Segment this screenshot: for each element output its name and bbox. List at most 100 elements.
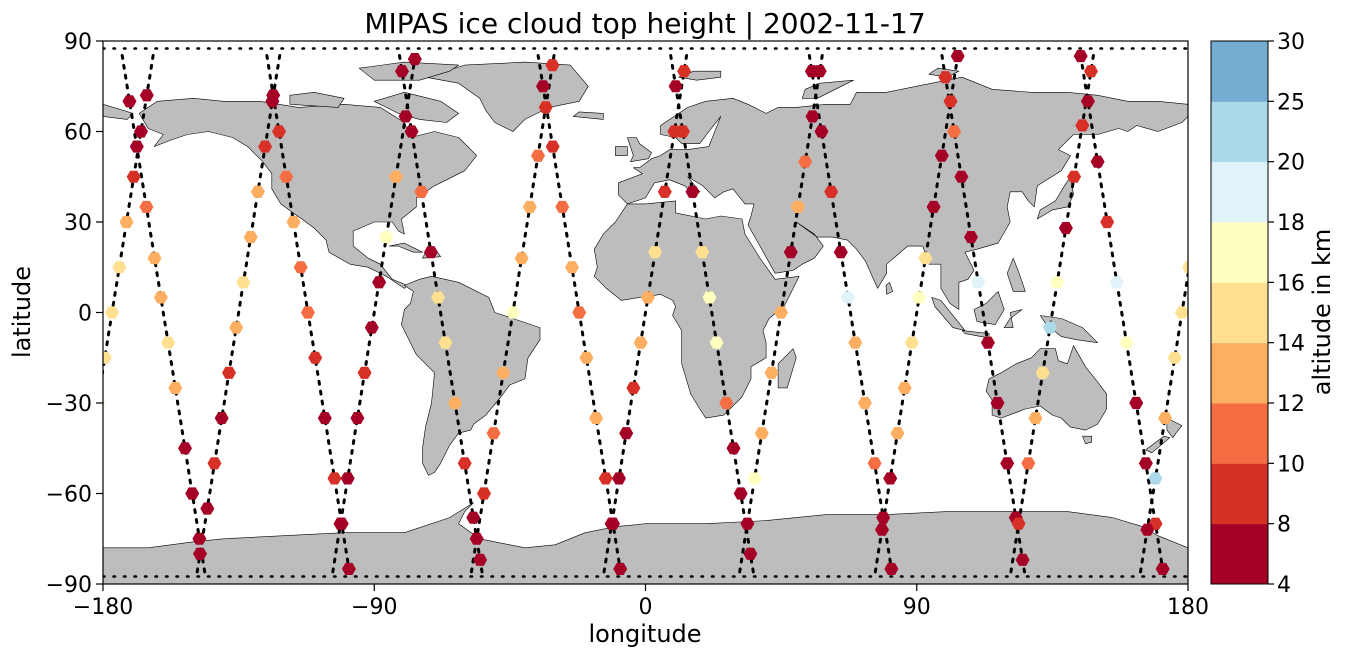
cloud-marker-13-9 <box>890 427 905 440</box>
orbit-track-5 <box>331 51 418 574</box>
orbit-track-2 <box>120 51 207 574</box>
colorbar-tick-label: 30 <box>1277 30 1305 55</box>
y-tick-label: −60 <box>46 483 92 508</box>
cloud-marker-12-3 <box>867 457 882 470</box>
cloud-marker-8-10 <box>536 80 550 93</box>
cloud-marker-15-3 <box>1067 170 1082 183</box>
cloud-marker-15-5 <box>1050 276 1065 289</box>
cloud-marker-5-4 <box>379 231 394 244</box>
cloud-marker-3-10 <box>200 502 215 515</box>
cloud-marker-6-4 <box>448 396 462 410</box>
cloud-marker-16-6 <box>1109 276 1124 289</box>
cloud-marker-9-4 <box>648 246 663 259</box>
cloud-marker-10-4 <box>719 396 734 410</box>
cloud-marker-14-8 <box>954 170 969 183</box>
cloud-marker-3-11 <box>193 547 207 560</box>
y-axis: −90 −60 −30 0 30 60 90 <box>46 30 103 598</box>
cloud-marker-3-9 <box>207 457 222 470</box>
landmass-great-britain <box>627 137 652 162</box>
cloud-marker-1-9 <box>83 442 97 454</box>
cloud-marker-12-10 <box>804 65 819 78</box>
cloud-marker-4-1 <box>341 562 356 575</box>
cloud-marker-8-4 <box>589 412 604 425</box>
cloud-marker-17-6 <box>1175 306 1188 319</box>
landmass-africa <box>593 200 800 419</box>
x-tick-label: 0 <box>639 595 653 620</box>
cloud-marker-8-9 <box>545 140 560 153</box>
orbit-track-12 <box>807 51 894 574</box>
colorbar-segment-8 <box>1211 101 1268 163</box>
plot-area <box>70 40 1203 585</box>
cloud-marker-5-8 <box>350 412 365 425</box>
cloud-marker-5-6 <box>364 321 379 334</box>
cloud-marker-9-7 <box>626 381 641 394</box>
colorbar-tick-label: 10 <box>1277 452 1305 477</box>
x-tick-label: −90 <box>351 595 397 620</box>
cloud-marker-10-10 <box>668 80 683 93</box>
cloud-marker-15-9 <box>1021 457 1036 470</box>
colorbar-tick-label: 16 <box>1277 271 1305 296</box>
x-tick-label: −180 <box>73 595 133 620</box>
cloud-marker-13-7 <box>904 336 919 349</box>
cloud-marker-4-3 <box>327 472 342 485</box>
cloud-marker-10-2 <box>733 487 748 500</box>
landmass-sri-lanka <box>885 281 893 295</box>
cloud-marker-13-10 <box>883 472 898 485</box>
cloud-marker-15-6 <box>1043 321 1057 334</box>
cloud-marker-2-4 <box>168 381 183 394</box>
cloud-marker-4-8 <box>286 215 301 229</box>
cloud-marker-11-4 <box>791 200 805 213</box>
colorbar-label: altitude in km <box>1308 229 1336 396</box>
cloud-marker-6-3 <box>457 457 472 470</box>
cloud-marker-16-5 <box>1119 336 1134 349</box>
chart-title: MIPAS ice cloud top height | 2002-11-17 <box>364 7 925 40</box>
cloud-marker-1-5 <box>112 261 127 274</box>
landmass-eurasia <box>618 76 1188 310</box>
cloud-marker-17-4 <box>1189 216 1203 228</box>
cloud-marker-7-6 <box>505 306 520 319</box>
y-tick-label: 30 <box>64 211 92 236</box>
cloud-marker-16-7 <box>1100 215 1115 229</box>
cloud-marker-9-1 <box>677 65 692 78</box>
cloud-marker-11-8 <box>754 427 769 440</box>
cloud-marker-9-10 <box>604 517 619 530</box>
cloud-marker-6-1 <box>473 553 488 566</box>
colorbar-tick-label: 14 <box>1277 332 1305 357</box>
colorbar: 4 8 10 12 14 16 18 20 25 30 <box>1210 30 1305 598</box>
cloud-marker-8-6 <box>572 306 587 319</box>
cloud-marker-2-1 <box>192 532 207 545</box>
cloud-marker-16-3 <box>1138 457 1153 470</box>
land-map <box>103 61 1188 584</box>
cloud-marker-7-3 <box>531 149 545 162</box>
landmass-chukotka <box>103 104 134 120</box>
cloud-marker-8-8 <box>555 200 570 213</box>
cloud-marker-12-5 <box>848 336 863 349</box>
y-tick-label: −30 <box>46 392 92 417</box>
cloud-marker-5-10 <box>333 517 348 530</box>
cloud-marker-15-10 <box>1011 517 1026 530</box>
cloud-marker-14-1 <box>1015 553 1030 566</box>
cloud-marker-3-4 <box>243 231 258 244</box>
cloud-marker-17-7 <box>1167 351 1182 364</box>
orbit-track-3 <box>195 51 282 574</box>
cloud-marker-14-3 <box>1000 457 1015 470</box>
cloud-marker-1-11 <box>70 524 84 536</box>
cloud-marker-5-2 <box>398 110 413 123</box>
cloud-marker-6-6 <box>431 291 446 304</box>
cloud-marker-9-6 <box>633 336 648 349</box>
cloud-marker-4-5 <box>308 351 323 364</box>
colorbar-tick-label: 18 <box>1277 211 1305 236</box>
orbit-track-10 <box>668 51 755 574</box>
cloud-marker-5-7 <box>357 366 372 379</box>
landmass-ireland <box>615 146 628 156</box>
cloud-marker-7-9 <box>477 487 491 500</box>
cloud-marker-14-4 <box>990 396 1005 410</box>
colorbar-tick-label: 12 <box>1277 392 1305 417</box>
cloud-marker-15-7 <box>1035 366 1050 379</box>
orbit-track-6 <box>397 51 484 574</box>
cloud-marker-17-10 <box>1140 523 1155 536</box>
cloud-marker-10-5 <box>709 336 724 349</box>
cloud-marker-7-7 <box>496 366 511 379</box>
cloud-marker-1-2 <box>134 125 148 138</box>
